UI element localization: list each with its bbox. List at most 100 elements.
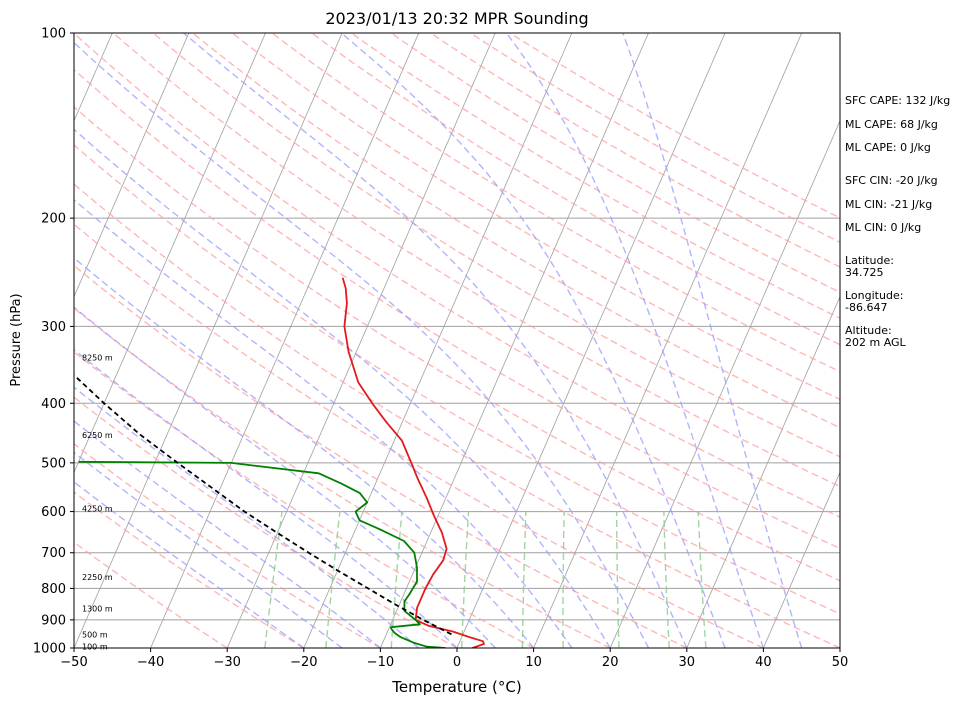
moist-adiabat-line (74, 348, 458, 648)
plot-frame (73, 32, 841, 649)
x-tick-label: 0 (453, 655, 461, 670)
dry-adiabat-line (74, 491, 305, 648)
isotherm-line (686, 295, 840, 648)
y-axis-label: Pressure (hPa) (9, 293, 24, 386)
x-axis-label: Temperature (°C) (391, 678, 521, 696)
chart-title: 2023/01/13 20:32 MPR Sounding (325, 9, 588, 28)
isotherm-line (74, 33, 190, 298)
location-label: Latitude: (845, 254, 894, 267)
isotherm-line (74, 33, 343, 648)
y-tick-label: 900 (41, 613, 66, 628)
mixing-ratio-line (616, 511, 620, 648)
dry-adiabat-line (74, 68, 840, 550)
x-tick-label: −50 (60, 655, 87, 670)
location-label: 202 m AGL (845, 336, 907, 349)
height-label: 8250 m (82, 353, 113, 362)
moist-adiabat-line (74, 41, 650, 648)
height-label: 1300 m (82, 604, 113, 613)
index-label: ML CAPE: 68 J/kg (845, 118, 938, 131)
mixing-ratio-line (390, 511, 403, 648)
moist-adiabat-line (74, 386, 420, 648)
y-tick-label: 200 (41, 212, 66, 227)
moist-adiabat-line (340, 33, 726, 648)
dry-adiabat-line (74, 144, 840, 615)
dry-adiabat-line (271, 33, 840, 373)
dry-adiabat-line (74, 183, 840, 648)
x-tick-label: −10 (367, 655, 394, 670)
dry-adiabat-line (74, 105, 840, 582)
dry-adiabat-line (74, 442, 381, 648)
dry-adiabat-line (74, 541, 228, 648)
moist-adiabat-line (74, 257, 535, 648)
height-label: 100 m (82, 642, 108, 651)
mixing-ratio-line (264, 511, 283, 648)
index-label: SFC CAPE: 132 J/kg (845, 94, 950, 107)
y-tick-label: 700 (41, 546, 66, 561)
series-group (74, 277, 485, 648)
dry-adiabat-line (74, 396, 458, 648)
isotherm-line (763, 471, 840, 648)
moist-adiabat-line (74, 128, 611, 648)
isotherm-line (74, 33, 266, 474)
y-tick-label: 400 (41, 397, 66, 412)
mixing-ratio-line (325, 511, 341, 648)
location-label: Altitude: (845, 324, 892, 337)
dry-adiabat-line (74, 223, 764, 648)
height-label: 500 m (82, 631, 108, 640)
dry-adiabat-line (192, 33, 840, 429)
x-tick-label: 20 (602, 655, 619, 670)
mixing-ratio-line (521, 511, 527, 648)
dry-adiabat-line (112, 33, 840, 488)
height-label: 6250 m (82, 431, 113, 440)
location-label: -86.647 (845, 301, 887, 314)
x-tick-label: 50 (832, 655, 849, 670)
mixing-ratio-line (562, 511, 565, 648)
background-lines (74, 33, 840, 648)
mixing-ratio-line (697, 511, 707, 648)
index-label: SFC CIN: -20 J/kg (845, 174, 938, 187)
mixing-ratio-line (663, 511, 670, 648)
moist-adiabat-line (622, 33, 803, 648)
x-tick-label: −20 (290, 655, 317, 670)
height-label: 4250 m (82, 504, 113, 513)
height-labels: 100 m 500 m 1300 m 2250 m 4250 m 6250 m 8250 m (82, 353, 113, 651)
x-tick-label: −40 (137, 655, 164, 670)
dry-adiabat-line (430, 33, 840, 268)
side-panel: SFC CAPE: 132 J/kg ML CAPE: 68 J/kg ML CAP… (845, 94, 950, 349)
isotherm-line (533, 33, 803, 648)
height-label: 2250 m (82, 573, 113, 582)
isotherm-line (226, 33, 496, 648)
dewpoint-profile (78, 460, 446, 648)
y-tick-label: 300 (41, 320, 66, 335)
mixing-ratio-line (461, 511, 470, 648)
index-label: ML CIN: -21 J/kg (845, 198, 932, 211)
y-ticks: 100 200 300 400 500 600 700 800 900 1000 (33, 27, 74, 657)
dry-adiabat-line (470, 33, 840, 243)
isotherm-line (150, 33, 420, 648)
moist-adiabat-line (74, 198, 573, 648)
index-label: ML CAPE: 0 J/kg (845, 141, 931, 154)
isotherm-line (303, 33, 573, 648)
parcel-profile (74, 373, 452, 636)
moist-adiabat-line (74, 420, 381, 648)
location-label: Longitude: (845, 289, 903, 302)
dry-adiabat-line (74, 264, 688, 648)
isotherm-line (609, 119, 840, 648)
y-tick-label: 100 (41, 27, 66, 42)
y-tick-label: 600 (41, 505, 66, 520)
y-tick-label: 500 (41, 456, 66, 471)
moist-adiabat-line (74, 306, 496, 648)
y-tick-label: 800 (41, 582, 66, 597)
location-label: 34.725 (845, 266, 884, 279)
moist-adiabat-line (183, 33, 688, 648)
isotherm-line (380, 33, 649, 648)
temperature-profile (341, 277, 485, 648)
dry-adiabat-line (74, 33, 840, 518)
moist-adiabat-line (505, 33, 765, 648)
x-tick-label: 30 (679, 655, 696, 670)
y-tick-label: 1000 (33, 642, 66, 657)
x-ticks: −50 −40 −30 −20 −10 0 10 20 30 40 50 (60, 648, 848, 670)
dry-adiabat-line (74, 307, 611, 648)
x-tick-label: 10 (525, 655, 542, 670)
